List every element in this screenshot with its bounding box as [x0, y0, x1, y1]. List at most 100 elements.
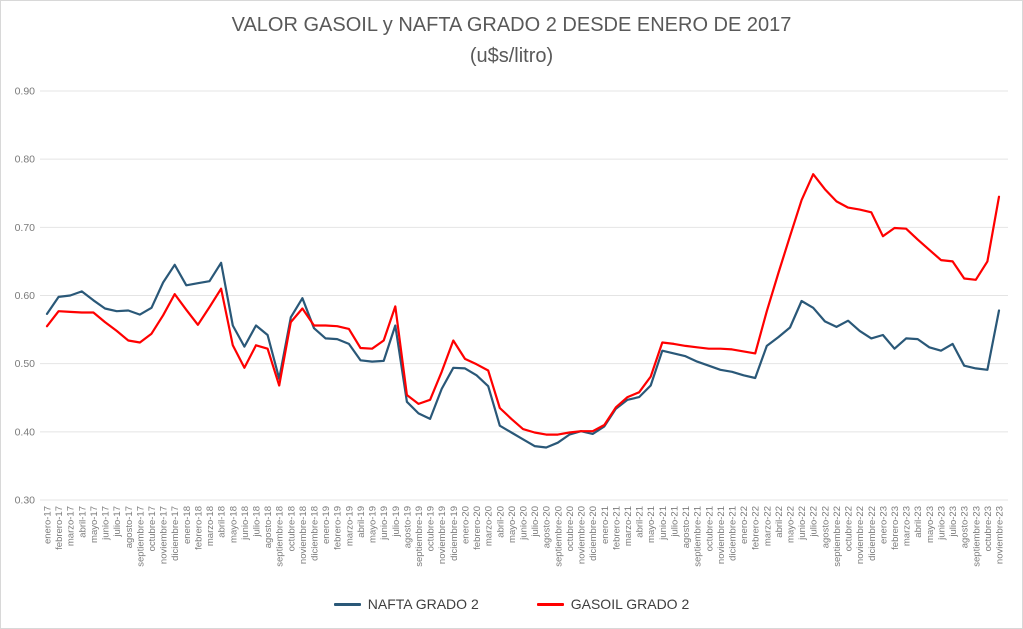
- y-tick-label: 0.40: [15, 426, 36, 438]
- x-tick-label: octubre-18: [286, 506, 297, 551]
- x-tick-label: junio-21: [658, 506, 669, 541]
- series-line-nafta-grado-2: [45, 261, 1001, 449]
- x-tick-label: octubre-20: [565, 506, 576, 551]
- x-tick-label: septiembre-22: [832, 506, 843, 567]
- x-tick-label: noviembre-21: [716, 506, 727, 564]
- x-tick-label: septiembre-18: [275, 506, 286, 567]
- chart-subtitle: (u$s/litro): [469, 45, 554, 67]
- x-tick-label: diciembre-20: [588, 506, 599, 561]
- nafta-line-swatch-icon: [333, 602, 361, 606]
- x-tick-label: diciembre-18: [310, 506, 321, 561]
- x-tick-label: diciembre-22: [867, 506, 878, 561]
- y-tick-label: 0.80: [15, 154, 36, 166]
- x-tick-label: enero-19: [321, 506, 332, 544]
- x-tick-label: abril-19: [356, 506, 367, 538]
- x-tick-label: mayo-20: [507, 506, 518, 543]
- series-line-gasoil-grado-2: [45, 173, 1001, 436]
- x-tick-label: diciembre-17: [170, 506, 181, 561]
- x-tick-label: octubre-22: [844, 506, 855, 551]
- x-tick-label: marzo-17: [66, 506, 77, 546]
- x-tick-label: mayo-21: [646, 506, 657, 543]
- x-tick-label: agosto-20: [542, 506, 553, 548]
- x-tick-label: enero-18: [182, 506, 193, 544]
- x-tick-label: marzo-23: [902, 506, 913, 546]
- x-tick-label: junio-17: [101, 506, 112, 541]
- x-tick-label: mayo-22: [786, 506, 797, 543]
- x-tick-label: junio-23: [936, 506, 947, 541]
- x-tick-label: octubre-19: [426, 506, 437, 551]
- x-tick-label: abril-18: [217, 506, 228, 538]
- x-tick-label: febrero-22: [751, 506, 762, 550]
- x-tick-label: enero-21: [600, 506, 611, 544]
- x-tick-label: junio-18: [240, 506, 251, 541]
- x-tick-label: mayo-18: [228, 506, 239, 543]
- x-tick-label: abril-17: [77, 506, 88, 538]
- legend-label-gasoil: GASOIL GRADO 2: [570, 596, 690, 612]
- x-tick-label: abril-23: [913, 506, 924, 538]
- chart-title: VALOR GASOIL y NAFTA GRADO 2 DESDE ENERO…: [231, 14, 792, 36]
- x-tick-label: noviembre-22: [855, 506, 866, 564]
- x-tick-label: agosto-22: [820, 506, 831, 548]
- x-tick-label: marzo-19: [344, 506, 355, 546]
- x-tick-label: septiembre-20: [553, 506, 564, 567]
- x-tick-label: julio-21: [669, 506, 680, 538]
- x-tick-label: febrero-23: [890, 506, 901, 550]
- legend-item-gasoil: GASOIL GRADO 2: [536, 596, 690, 612]
- x-tick-label: enero-20: [460, 506, 471, 544]
- x-tick-label: abril-20: [495, 506, 506, 538]
- x-tick-label: septiembre-19: [414, 506, 425, 567]
- x-tick-label: febrero-18: [193, 506, 204, 550]
- y-tick-label: 0.90: [15, 86, 36, 98]
- y-tick-label: 0.30: [15, 495, 36, 507]
- y-tick-label: 0.70: [15, 222, 36, 234]
- x-tick-label: mayo-17: [89, 506, 100, 543]
- x-tick-label: febrero-19: [333, 506, 344, 550]
- x-tick-label: marzo-21: [623, 506, 634, 546]
- x-tick-label: agosto-17: [124, 506, 135, 548]
- x-tick-label: noviembre-19: [437, 506, 448, 564]
- x-tick-label: noviembre-20: [577, 506, 588, 564]
- x-tick-label: noviembre-23: [995, 506, 1006, 564]
- x-tick-label: junio-20: [519, 506, 530, 541]
- x-tick-label: febrero-20: [472, 506, 483, 550]
- legend-item-nafta: NAFTA GRADO 2: [333, 596, 479, 612]
- chart-title-block: VALOR GASOIL y NAFTA GRADO 2 DESDE ENERO…: [0, 10, 1023, 72]
- x-tick-label: enero-23: [878, 506, 889, 544]
- x-tick-label: abril-21: [635, 506, 646, 538]
- x-tick-label: septiembre-21: [693, 506, 704, 567]
- x-tick-label: julio-22: [809, 506, 820, 538]
- x-tick-label: noviembre-18: [298, 506, 309, 564]
- x-tick-label: enero-22: [739, 506, 750, 544]
- x-tick-label: diciembre-19: [449, 506, 460, 561]
- x-tick-label: noviembre-17: [159, 506, 170, 564]
- x-tick-label: julio-17: [112, 506, 123, 538]
- x-tick-label: junio-19: [379, 506, 390, 541]
- chart-legend: NAFTA GRADO 2 GASOIL GRADO 2: [0, 596, 1023, 612]
- x-tick-label: abril-22: [774, 506, 785, 538]
- gasoil-line-swatch-icon: [536, 602, 564, 606]
- x-tick-label: octubre-17: [147, 506, 158, 551]
- y-tick-label: 0.50: [15, 358, 36, 370]
- x-tick-label: agosto-21: [681, 506, 692, 548]
- y-tick-label: 0.60: [15, 290, 36, 302]
- x-tick-label: febrero-21: [611, 506, 622, 550]
- x-tick-label: febrero-17: [54, 506, 65, 550]
- x-tick-label: julio-18: [251, 506, 262, 538]
- x-tick-label: septiembre-23: [971, 506, 982, 567]
- x-tick-label: septiembre-17: [135, 506, 146, 567]
- x-tick-label: mayo-23: [925, 506, 936, 543]
- x-tick-label: enero-17: [43, 506, 54, 544]
- x-tick-label: junio-22: [797, 506, 808, 541]
- x-tick-label: julio-23: [948, 506, 959, 538]
- x-tick-label: julio-19: [391, 506, 402, 538]
- x-tick-label: julio-20: [530, 506, 541, 538]
- x-tick-label: marzo-20: [484, 506, 495, 546]
- x-tick-label: marzo-18: [205, 506, 216, 546]
- x-tick-label: diciembre-21: [727, 506, 738, 561]
- x-tick-label: agosto-19: [402, 506, 413, 548]
- x-tick-label: marzo-22: [762, 506, 773, 546]
- legend-label-nafta: NAFTA GRADO 2: [367, 596, 479, 612]
- x-tick-label: agosto-23: [960, 506, 971, 548]
